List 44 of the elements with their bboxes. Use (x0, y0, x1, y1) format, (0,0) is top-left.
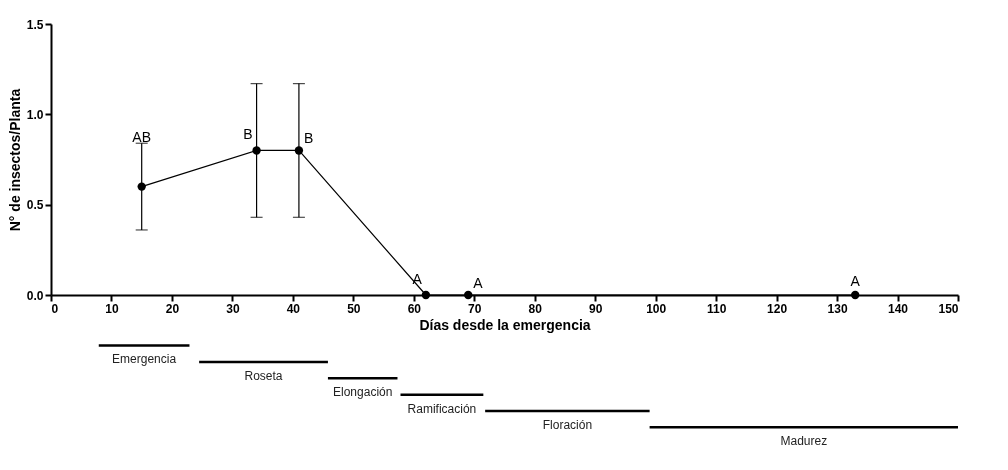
bar (400, 393, 484, 396)
point (464, 290, 473, 300)
x-tick-label: 140 (888, 301, 909, 316)
bar (649, 426, 958, 429)
bar (98, 344, 190, 347)
point (421, 290, 431, 300)
bar (327, 377, 398, 380)
annotation: Floración (542, 417, 593, 432)
annotation: B (303, 130, 314, 147)
annotation: Roseta (244, 368, 283, 383)
x-tick-label: 80 (528, 301, 543, 316)
x-axis-title: Días desde la emergencia (419, 316, 591, 333)
annotation: A (473, 275, 484, 291)
y-tick-label: 0.5 (26, 198, 44, 213)
y-tick-label: 1.5 (26, 17, 44, 32)
x-tick-label: 120 (767, 301, 788, 316)
y-tick-label: 0.0 (26, 288, 44, 303)
x-tick-label: 30 (226, 301, 240, 316)
x-tick-label: 60 (407, 301, 422, 316)
x-tick-label: 20 (165, 301, 180, 316)
annotation: Ramificación (407, 401, 477, 416)
x-tick-label: 110 (706, 301, 727, 316)
x-tick-label: 100 (646, 301, 667, 316)
point (137, 182, 146, 191)
x-tick-label: 50 (347, 301, 361, 316)
annotation: A (412, 271, 423, 287)
y-tick-label: 1.0 (26, 107, 44, 122)
x-tick-label: 90 (589, 301, 603, 316)
x-tick-label: 10 (105, 301, 119, 316)
annotation: A (850, 273, 861, 289)
point (252, 146, 261, 155)
x-tick-label: 40 (286, 301, 301, 316)
annotation: Elongación (333, 385, 393, 400)
annotation: Madurez (780, 434, 828, 449)
x-tick-label: 130 (827, 301, 848, 316)
annotation: Emergencia (112, 352, 177, 367)
point (294, 146, 304, 155)
annotation: B (243, 126, 253, 143)
point (851, 290, 860, 300)
x-tick-label: 70 (468, 301, 482, 316)
y-axis-title: N° de insectos/Planta (6, 88, 23, 232)
annotation: AB (132, 129, 152, 146)
x-tick-label: 0 (51, 301, 59, 316)
x-tick-label: 150 (938, 301, 959, 316)
